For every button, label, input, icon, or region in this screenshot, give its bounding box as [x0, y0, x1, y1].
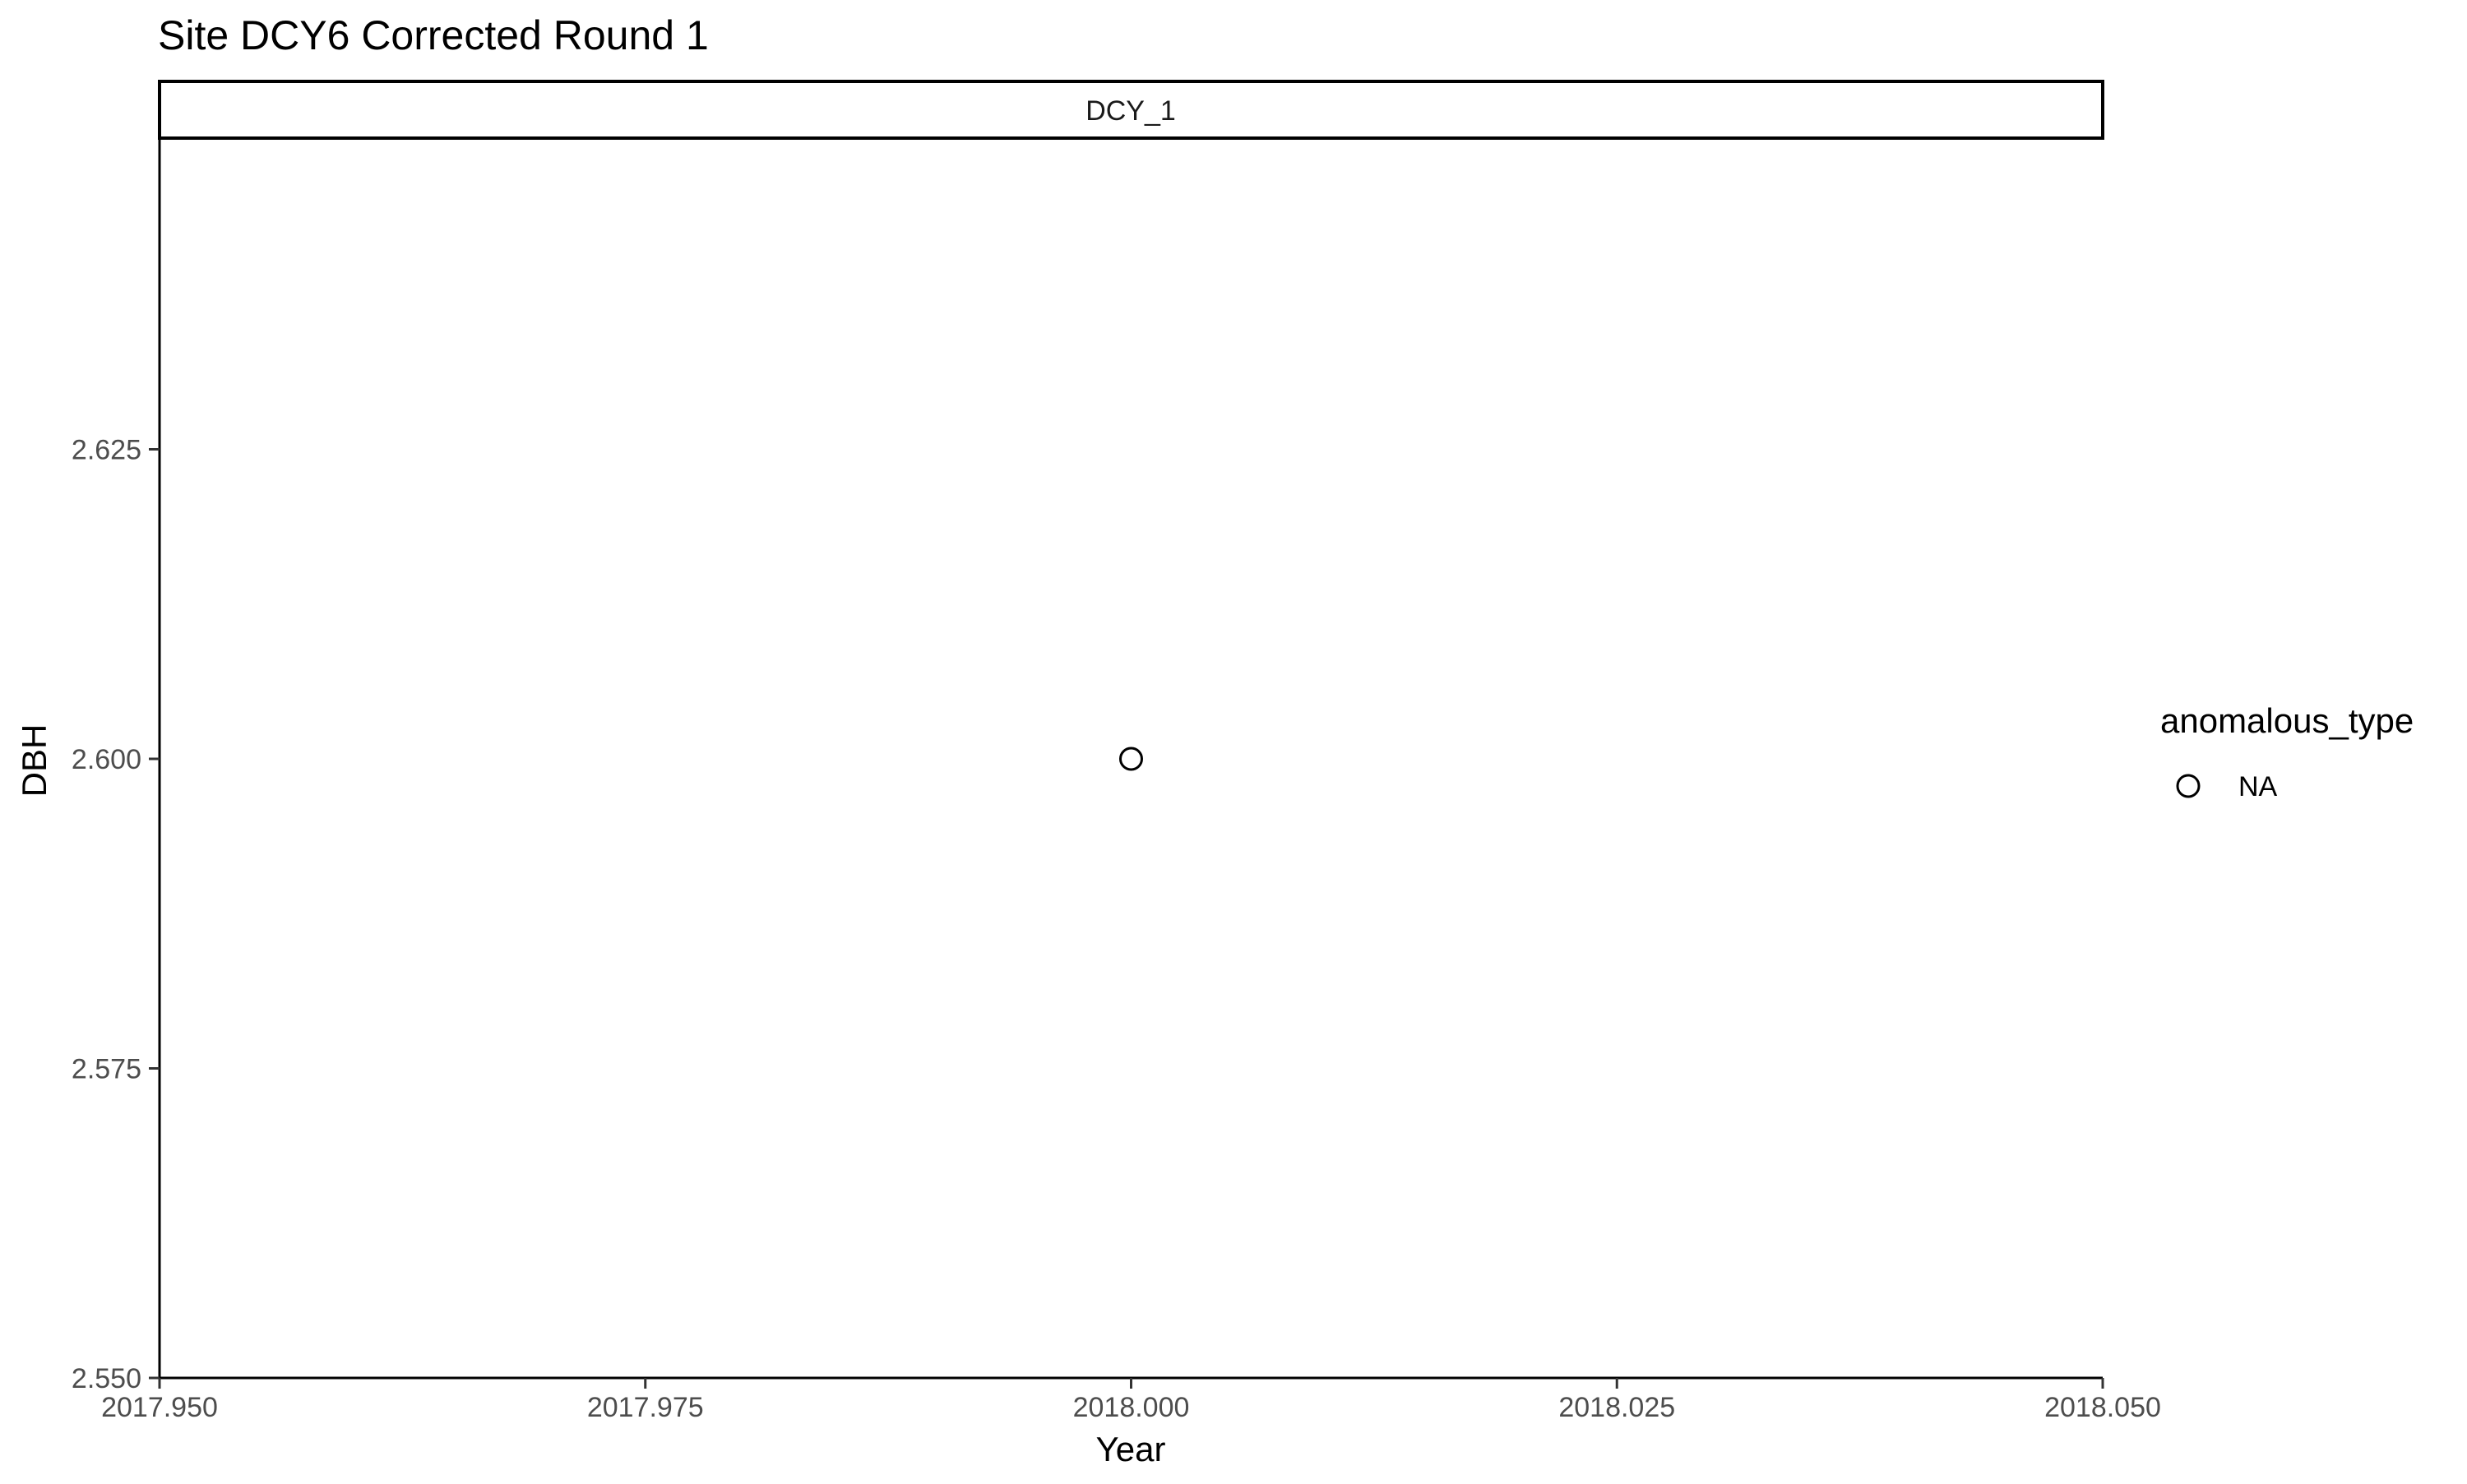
- x-tick-label: 2018.000: [1073, 1392, 1190, 1423]
- y-axis-ticks: 2.550 2.575 2.600 2.625: [72, 435, 160, 1394]
- y-tick-label: 2.600: [72, 744, 141, 775]
- legend-key-circle: [2176, 774, 2201, 798]
- x-axis-title: Year: [1096, 1430, 1166, 1468]
- legend-entry-label: NA: [2238, 771, 2278, 802]
- y-tick-label: 2.625: [72, 435, 141, 466]
- facet-strip: [158, 80, 2104, 140]
- x-tick-label: 2018.025: [1558, 1392, 1675, 1423]
- x-tick-label: 2017.975: [587, 1392, 704, 1423]
- y-tick-label: 2.575: [72, 1054, 141, 1085]
- legend-entries: NA: [2176, 771, 2278, 802]
- y-axis-title: DBH: [15, 724, 53, 797]
- legend-title: anomalous_type: [2160, 701, 2414, 740]
- data-point: [1119, 747, 1143, 771]
- y-tick-label: 2.550: [72, 1363, 141, 1394]
- x-tick-label: 2017.950: [101, 1392, 218, 1423]
- data-points: [1119, 747, 1143, 771]
- legend: anomalous_type NA: [2160, 701, 2414, 802]
- facet-strip-label: DCY_1: [1085, 95, 1176, 127]
- x-tick-label: 2018.050: [2044, 1392, 2161, 1423]
- chart-title: Site DCY6 Corrected Round 1: [158, 12, 709, 58]
- x-axis-ticks: 2017.950 2017.975 2018.000 2018.025 2018.050: [101, 1378, 2161, 1423]
